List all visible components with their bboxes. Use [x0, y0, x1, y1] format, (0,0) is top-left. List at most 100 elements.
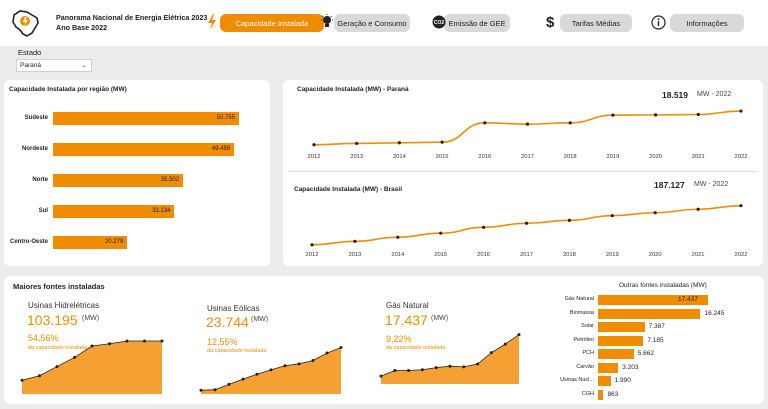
data-point[interactable] — [73, 355, 76, 359]
data-point[interactable] — [297, 362, 301, 366]
data-point[interactable] — [448, 364, 452, 368]
data-point[interactable] — [567, 218, 571, 222]
kpi-eolica-pct-caption: da capacidade instalada — [207, 348, 267, 354]
other-source-bar[interactable] — [598, 349, 634, 359]
data-point[interactable] — [283, 364, 287, 368]
x-tick-label: 2012 — [306, 252, 319, 258]
data-point[interactable] — [55, 365, 59, 369]
series-line — [311, 204, 742, 246]
data-point[interactable] — [160, 339, 164, 343]
x-tick-label: 2018 — [563, 252, 576, 258]
data-point[interactable] — [525, 122, 530, 126]
data-point[interactable] — [38, 374, 41, 378]
data-point[interactable] — [483, 121, 487, 125]
data-point[interactable] — [311, 358, 315, 362]
x-tick-label: 2017 — [520, 252, 533, 258]
data-point[interactable] — [696, 112, 700, 117]
other-source-bar[interactable] — [598, 362, 619, 373]
x-tick-label: 2018 — [564, 154, 577, 160]
data-point[interactable] — [213, 388, 217, 392]
data-point[interactable] — [489, 351, 493, 355]
region-bar[interactable] — [53, 174, 184, 187]
other-source-bar[interactable] — [598, 295, 708, 305]
data-point[interactable] — [440, 140, 444, 144]
other-source-bar[interactable] — [598, 376, 611, 386]
region-bar[interactable] — [53, 236, 128, 249]
data-point[interactable] — [397, 141, 401, 145]
data-point[interactable] — [312, 143, 316, 147]
data-point[interactable] — [439, 231, 443, 235]
data-point[interactable] — [396, 235, 400, 239]
data-point[interactable] — [653, 211, 657, 215]
data-point[interactable] — [517, 333, 521, 337]
x-tick-label: 2014 — [393, 154, 407, 160]
data-point[interactable] — [462, 365, 466, 369]
region-bar[interactable] — [53, 112, 239, 125]
other-source-value: 3.203 — [622, 363, 639, 371]
region-bar[interactable] — [53, 143, 235, 156]
data-point[interactable] — [420, 368, 424, 372]
kpi-gas-pct: 9,22% — [386, 334, 412, 344]
other-source-bar[interactable] — [598, 335, 644, 346]
other-source-value: 863 — [607, 390, 619, 398]
data-point[interactable] — [353, 239, 357, 243]
other-source-value: 1.990 — [614, 377, 631, 384]
tab-informacoes[interactable]: Informações — [670, 14, 744, 32]
data-point[interactable] — [407, 368, 411, 372]
data-point[interactable] — [524, 221, 529, 225]
other-source-value: 7.387 — [648, 323, 665, 330]
region-bar[interactable] — [53, 205, 175, 218]
data-point[interactable] — [739, 109, 743, 113]
data-point[interactable] — [482, 225, 486, 229]
data-point[interactable] — [503, 342, 507, 346]
other-source-bar[interactable] — [598, 308, 701, 319]
kpi-eolica-value: 23.744 — [206, 314, 249, 330]
data-point[interactable] — [393, 368, 397, 372]
data-point[interactable] — [434, 366, 438, 370]
data-point[interactable] — [325, 351, 329, 355]
data-point[interactable] — [696, 207, 700, 211]
data-point[interactable] — [310, 243, 314, 247]
other-source-value: 16.245 — [704, 309, 725, 317]
tab-emissao-gee[interactable]: Emissão de GEE — [444, 14, 510, 32]
data-point[interactable] — [355, 141, 359, 146]
tab-capacidade-instalada[interactable]: Capacidade Instalada — [220, 14, 324, 32]
x-tick-label: 2014 — [391, 252, 405, 258]
data-point[interactable] — [125, 339, 129, 343]
lightbulb-icon — [320, 14, 334, 35]
data-point[interactable] — [610, 214, 614, 218]
tab-geracao-consumo[interactable]: Geração e Consumo — [334, 14, 410, 32]
brasil-line-chart: 2012 2013 2014 2015 2016 2017 2018 2019 2020 2021… — [306, 204, 747, 258]
data-point[interactable] — [476, 362, 480, 366]
other-source-label: Gás Natural — [564, 296, 594, 302]
data-point[interactable] — [90, 344, 94, 348]
data-point[interactable] — [108, 342, 111, 346]
data-point[interactable] — [227, 382, 231, 386]
x-tick-label: 2016 — [478, 154, 491, 160]
data-point[interactable] — [611, 113, 615, 117]
tab-label: Geração e Consumo — [337, 18, 407, 28]
x-tick-label: 2019 — [606, 154, 619, 160]
region-bar-value: 49.458 — [211, 146, 231, 152]
data-point[interactable] — [379, 374, 383, 378]
data-point[interactable] — [143, 339, 146, 343]
data-point[interactable] — [20, 378, 24, 382]
data-point[interactable] — [739, 204, 743, 208]
other-source-bar[interactable] — [598, 322, 645, 332]
parana-chart-title: Capacidade Instalada (MW) - Paraná — [297, 86, 409, 93]
data-point[interactable] — [241, 377, 245, 381]
data-point[interactable] — [269, 368, 273, 372]
filter-label: Estado — [18, 48, 42, 57]
tab-tarifas-medias[interactable]: Tarifas Médias — [560, 14, 632, 32]
data-point[interactable] — [568, 121, 572, 125]
data-point[interactable] — [654, 113, 658, 117]
other-source-bar[interactable] — [598, 389, 604, 400]
other-source-label: Petróleo — [573, 336, 595, 343]
x-tick-label: 2015 — [436, 154, 449, 160]
data-point[interactable] — [255, 372, 259, 376]
info-icon — [651, 15, 666, 35]
data-point[interactable] — [199, 388, 203, 392]
tab-label: Capacidade Instalada — [235, 18, 309, 28]
state-select[interactable]: Paraná ⌄ — [16, 59, 92, 72]
data-point[interactable] — [339, 345, 343, 349]
